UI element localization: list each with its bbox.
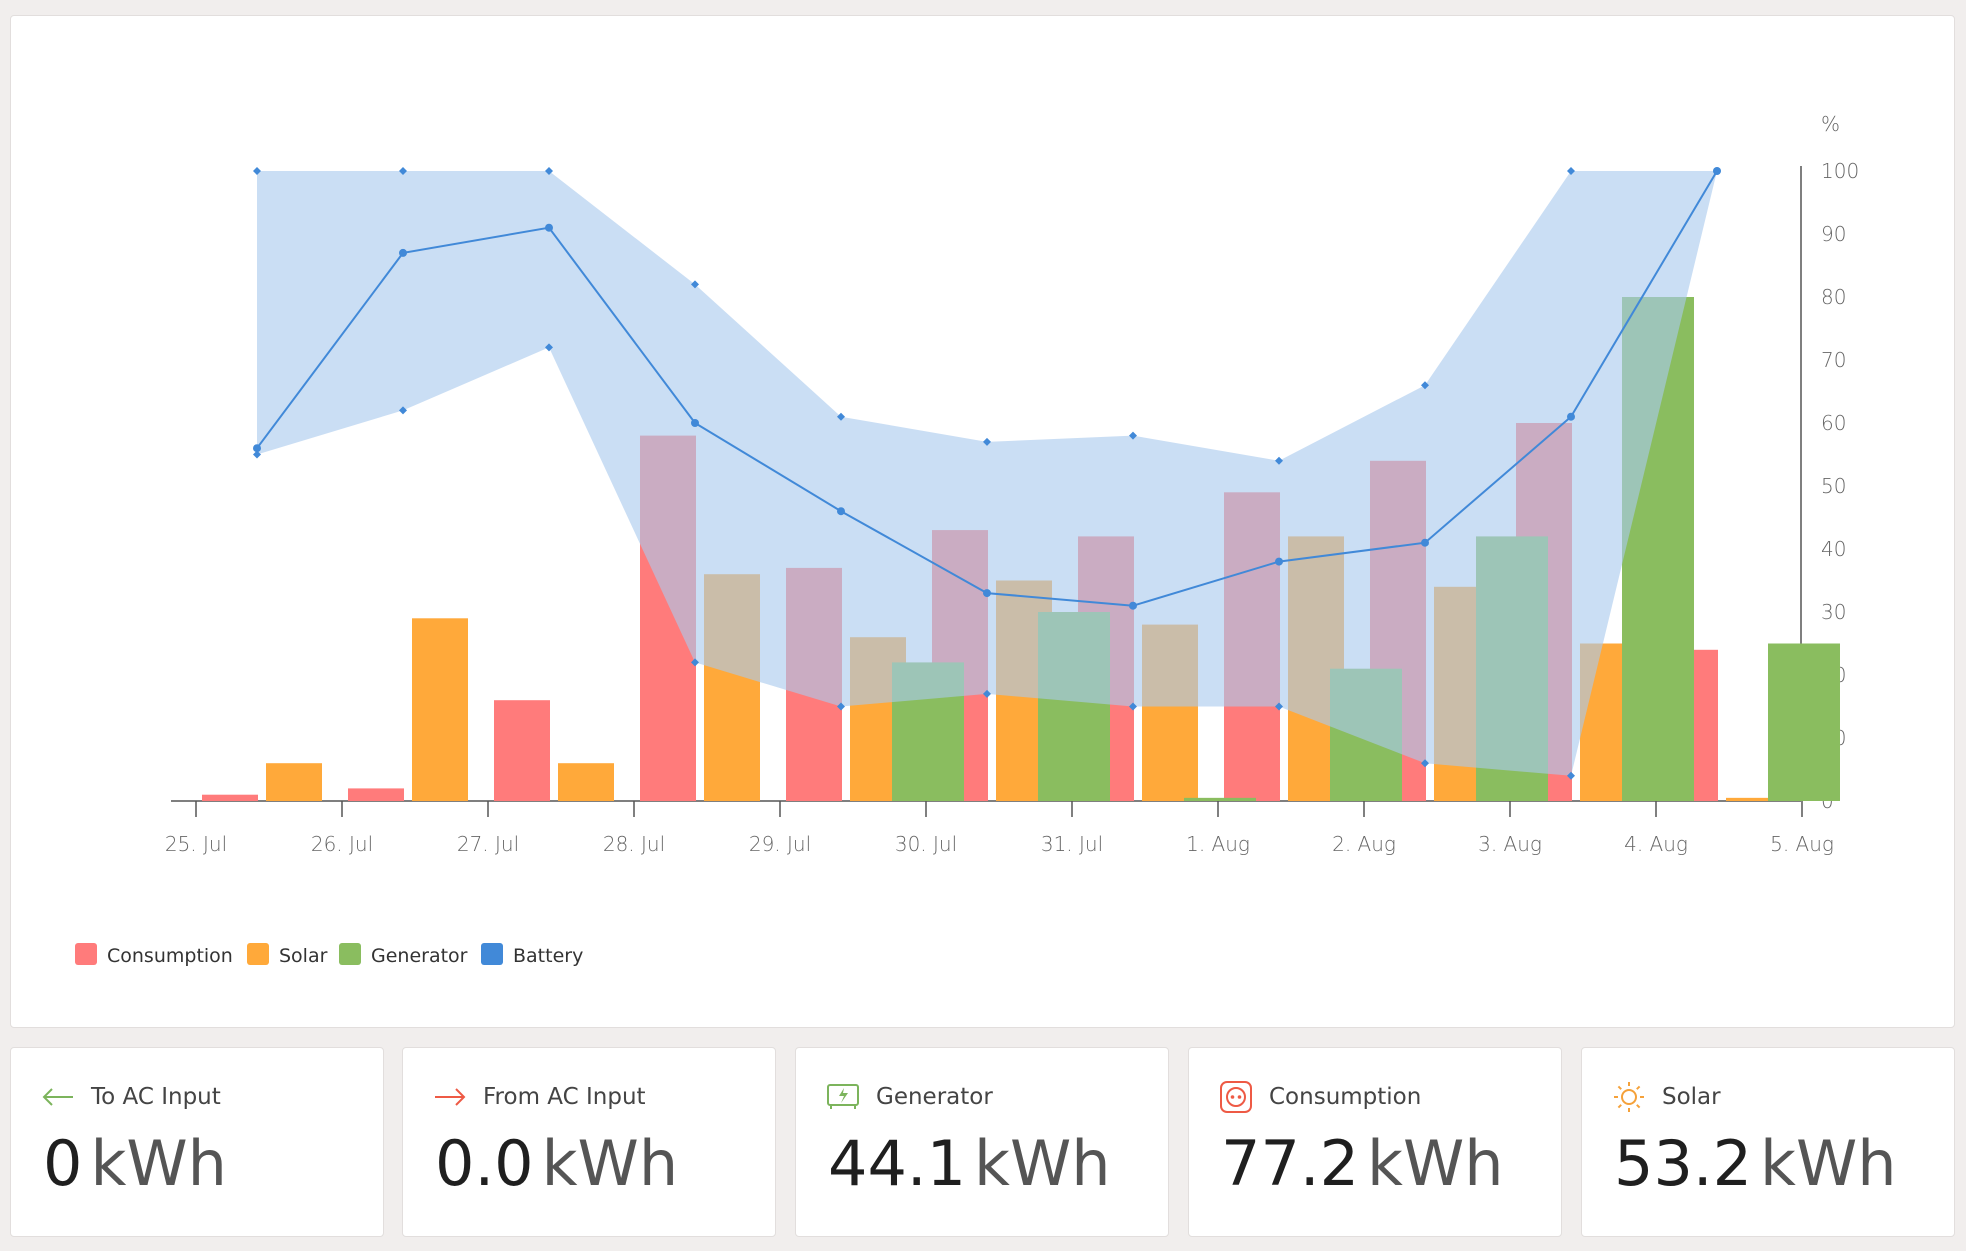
card-label: Solar	[1662, 1084, 1721, 1110]
solar-bar	[1726, 797, 1782, 801]
card-consumption: Consumption 77.2 kWh	[1188, 1047, 1562, 1237]
card-from-ac-input: From AC Input 0.0 kWh	[402, 1047, 776, 1237]
battery-max-marker	[691, 280, 699, 289]
legend-label: Solar	[279, 945, 328, 967]
y-tick-label: 100	[1821, 159, 1859, 183]
battery-point	[837, 507, 845, 516]
battery-max-marker	[837, 412, 845, 421]
x-tick-label: 26. Jul	[311, 832, 373, 856]
battery-max-marker	[399, 167, 407, 175]
x-tick-label: 28. Jul	[603, 832, 665, 856]
battery-min-marker	[1129, 702, 1137, 711]
card-unit: kWh	[90, 1127, 227, 1200]
arrow-right-icon	[433, 1080, 467, 1114]
battery-min-marker	[837, 702, 845, 711]
battery-point	[253, 444, 261, 453]
x-tick-label: 25. Jul	[165, 832, 227, 856]
y-tick-label: 50	[1821, 474, 1846, 498]
x-tick-label: 4. Aug	[1624, 832, 1688, 856]
legend-label: Consumption	[107, 945, 233, 967]
consumption-bar	[202, 794, 258, 801]
card-value: 0.0	[435, 1127, 534, 1200]
summary-cards: To AC Input 0 kWh From AC Input 0.0 kWh Ge…	[10, 1047, 1955, 1237]
card-value: 0	[43, 1127, 83, 1200]
y-tick-label: 80	[1821, 285, 1846, 309]
card-unit: kWh	[1367, 1127, 1504, 1200]
card-label: From AC Input	[483, 1084, 646, 1110]
battery-max-marker	[545, 167, 553, 175]
battery-max-marker	[253, 167, 261, 175]
solar-bar	[412, 618, 468, 801]
card-value: 53.2	[1614, 1127, 1753, 1200]
legend-label: Generator	[371, 945, 468, 967]
battery-point	[983, 589, 991, 598]
card-label: To AC Input	[91, 1084, 221, 1110]
battery-point	[1129, 601, 1137, 610]
y-tick-label: 90	[1821, 222, 1846, 246]
card-value: 77.2	[1221, 1127, 1360, 1200]
battery-range-band	[257, 171, 1717, 776]
battery-min-marker	[1421, 759, 1429, 768]
card-solar: Solar 53.2 kWh	[1581, 1047, 1955, 1237]
x-tick-label: 2. Aug	[1332, 832, 1396, 856]
card-label: Generator	[876, 1084, 993, 1110]
y-axis-unit: %	[1821, 112, 1840, 136]
battery-point	[691, 419, 699, 427]
card-unit: kWh	[974, 1127, 1111, 1200]
battery-min-marker	[545, 343, 553, 352]
battery-max-marker	[1567, 167, 1575, 175]
consumption-bar	[348, 788, 404, 801]
battery-point	[1421, 538, 1429, 547]
generator-icon	[826, 1080, 860, 1114]
card-label: Consumption	[1269, 1084, 1422, 1110]
battery-max-marker	[1421, 381, 1429, 390]
card-generator: Generator 44.1 kWh	[795, 1047, 1169, 1237]
y-tick-label: 60	[1821, 411, 1846, 435]
legend-swatch	[339, 943, 361, 965]
battery-min-marker	[1713, 167, 1721, 175]
legend-label: Battery	[513, 945, 583, 967]
consumption-bar	[494, 700, 550, 801]
battery-min-marker	[691, 658, 699, 667]
x-tick-label: 30. Jul	[895, 832, 957, 856]
battery-max-marker	[1129, 431, 1137, 440]
arrow-left-icon	[41, 1080, 75, 1114]
battery-point	[399, 248, 407, 257]
battery-max-marker	[983, 437, 991, 446]
battery-min-marker	[983, 689, 991, 698]
battery-point	[1567, 412, 1575, 421]
battery-point	[545, 223, 553, 232]
battery-min-marker	[1567, 771, 1575, 780]
x-tick-label: 5. Aug	[1770, 832, 1834, 856]
legend-swatch	[481, 943, 503, 965]
x-tick-label: 3. Aug	[1478, 832, 1542, 856]
legend-swatch	[247, 943, 269, 965]
solar-bar	[266, 763, 322, 801]
y-tick-label: 30	[1821, 600, 1846, 624]
battery-min-marker	[399, 406, 407, 415]
outlet-icon	[1219, 1080, 1253, 1114]
battery-point	[1275, 557, 1283, 566]
battery-min-marker	[1275, 702, 1283, 711]
battery-max-marker	[1275, 456, 1283, 465]
card-to-ac-input: To AC Input 0 kWh	[10, 1047, 384, 1237]
sun-icon	[1612, 1080, 1646, 1114]
legend-swatch	[75, 943, 97, 965]
solar-bar	[558, 763, 614, 801]
x-tick-label: 1. Aug	[1186, 832, 1250, 856]
card-value: 44.1	[828, 1127, 967, 1200]
generator-bar	[1184, 797, 1256, 801]
y-tick-label: 70	[1821, 348, 1846, 372]
battery-min-marker	[253, 450, 261, 459]
generator-bar	[1768, 643, 1840, 801]
x-tick-label: 31. Jul	[1041, 832, 1103, 856]
x-tick-label: 27. Jul	[457, 832, 519, 856]
y-tick-label: 40	[1821, 537, 1846, 561]
x-tick-label: 29. Jul	[749, 832, 811, 856]
card-unit: kWh	[1760, 1127, 1897, 1200]
card-unit: kWh	[541, 1127, 679, 1200]
